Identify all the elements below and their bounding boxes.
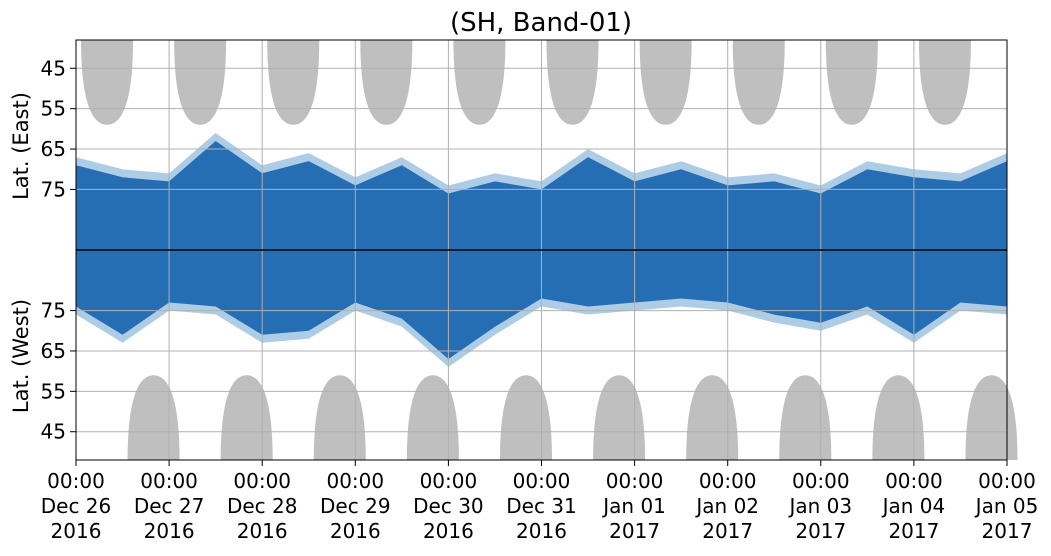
sunlit-lobe-west	[965, 375, 1018, 460]
x-tick-label: 00:00 Dec 29 2016	[320, 469, 391, 543]
x-tick-label-year: 2017	[609, 519, 660, 543]
sunlit-lobe-west	[220, 375, 273, 460]
sunlit-lobe-west	[406, 375, 459, 460]
x-tick-label-day: Dec 31	[506, 494, 577, 518]
x-tick-label: 00:00 Dec 27 2016	[134, 469, 205, 543]
x-tick-label: 00:00 Dec 31 2016	[506, 469, 577, 543]
x-tick-label-time: 00:00	[885, 469, 943, 493]
x-tick-label-day: Jan 05	[974, 494, 1039, 518]
sunlit-lobe-west	[313, 375, 366, 460]
sunlit-lobe-east	[267, 40, 320, 125]
x-tick-label: 00:00 Jan 05 2017	[974, 469, 1039, 543]
sunlit-lobe-east	[453, 40, 506, 125]
x-tick-label-time: 00:00	[513, 469, 571, 493]
x-tick-label-time: 00:00	[326, 469, 384, 493]
x-tick-label: 00:00 Dec 28 2016	[227, 469, 298, 543]
x-tick-label-time: 00:00	[978, 469, 1036, 493]
chart-title: (SH, Band-01)	[450, 8, 632, 38]
y-tick-label-west: 45	[41, 420, 66, 444]
x-tick-label-year: 2017	[795, 519, 846, 543]
coverage-band-west	[76, 250, 1007, 360]
sunlit-lobe-west	[593, 375, 646, 460]
x-tick-label-time: 00:00	[233, 469, 291, 493]
x-tick-label-year: 2017	[702, 519, 753, 543]
sunlit-lobe-west	[686, 375, 739, 460]
x-tick-label-year: 2016	[237, 519, 288, 543]
x-tick-label: 00:00 Jan 03 2017	[787, 469, 852, 543]
x-tick-label-time: 00:00	[140, 469, 198, 493]
y-tick-label-east: 55	[41, 97, 66, 121]
sunlit-lobe-east	[732, 40, 785, 125]
x-tick-label-day: Dec 26	[41, 494, 112, 518]
y-tick-label-west: 65	[41, 339, 66, 363]
sunlit-lobe-east	[81, 40, 134, 125]
x-tick-label-time: 00:00	[47, 469, 105, 493]
x-tick-label-year: 2017	[982, 519, 1033, 543]
x-tick-label-day: Jan 02	[694, 494, 759, 518]
sunlit-lobe-east	[174, 40, 227, 125]
x-tick-label: 00:00 Dec 26 2016	[41, 469, 112, 543]
plot-area	[75, 39, 1018, 461]
y-tick-label-west: 55	[41, 379, 66, 403]
sunlit-region-layer	[81, 40, 1018, 460]
x-tick-label-day: Jan 04	[881, 494, 946, 518]
x-tick-label-time: 00:00	[792, 469, 850, 493]
x-tick-label-year: 2016	[330, 519, 381, 543]
x-tick-label: 00:00 Dec 30 2016	[413, 469, 484, 543]
x-tick-label-year: 2016	[144, 519, 195, 543]
x-tick-label: 00:00 Jan 02 2017	[694, 469, 759, 543]
x-tick-label-day: Dec 30	[413, 494, 484, 518]
sunlit-lobe-east	[639, 40, 692, 125]
sunlit-lobe-west	[127, 375, 180, 460]
sunlit-lobe-west	[499, 375, 552, 460]
x-tick-label: 00:00 Jan 01 2017	[601, 469, 666, 543]
x-tick-label-day: Jan 01	[601, 494, 666, 518]
y-tick-label-west: 75	[41, 299, 66, 323]
x-tick-label-year: 2016	[51, 519, 102, 543]
x-tick-label-day: Jan 03	[787, 494, 852, 518]
sunlit-lobe-east	[546, 40, 599, 125]
x-tick-label-year: 2016	[423, 519, 474, 543]
x-tick-label-time: 00:00	[420, 469, 478, 493]
y-tick-label-east: 75	[41, 177, 66, 201]
sunlit-lobe-west	[779, 375, 832, 460]
x-tick-label-day: Dec 29	[320, 494, 391, 518]
x-tick-label-day: Dec 28	[227, 494, 298, 518]
x-tick-label-time: 00:00	[699, 469, 757, 493]
x-tick-label-day: Dec 27	[134, 494, 205, 518]
x-tick-label-year: 2016	[516, 519, 567, 543]
y-tick-label-east: 45	[41, 56, 66, 80]
x-tick-label-time: 00:00	[606, 469, 664, 493]
y-tick-label-east: 65	[41, 137, 66, 161]
sunlit-lobe-east	[825, 40, 878, 125]
sunlit-lobe-east	[360, 40, 413, 125]
x-tick-label: 00:00 Jan 04 2017	[881, 469, 946, 543]
sunlit-lobe-west	[872, 375, 925, 460]
y-axis-label-east: Lat. (East)	[9, 92, 33, 200]
y-axis-label-west: Lat. (West)	[9, 299, 33, 413]
y-tick-labels: 45 55 65 75 75 65 55 45	[41, 56, 76, 444]
sunlit-lobe-east	[918, 40, 971, 125]
x-tick-label-year: 2017	[888, 519, 939, 543]
